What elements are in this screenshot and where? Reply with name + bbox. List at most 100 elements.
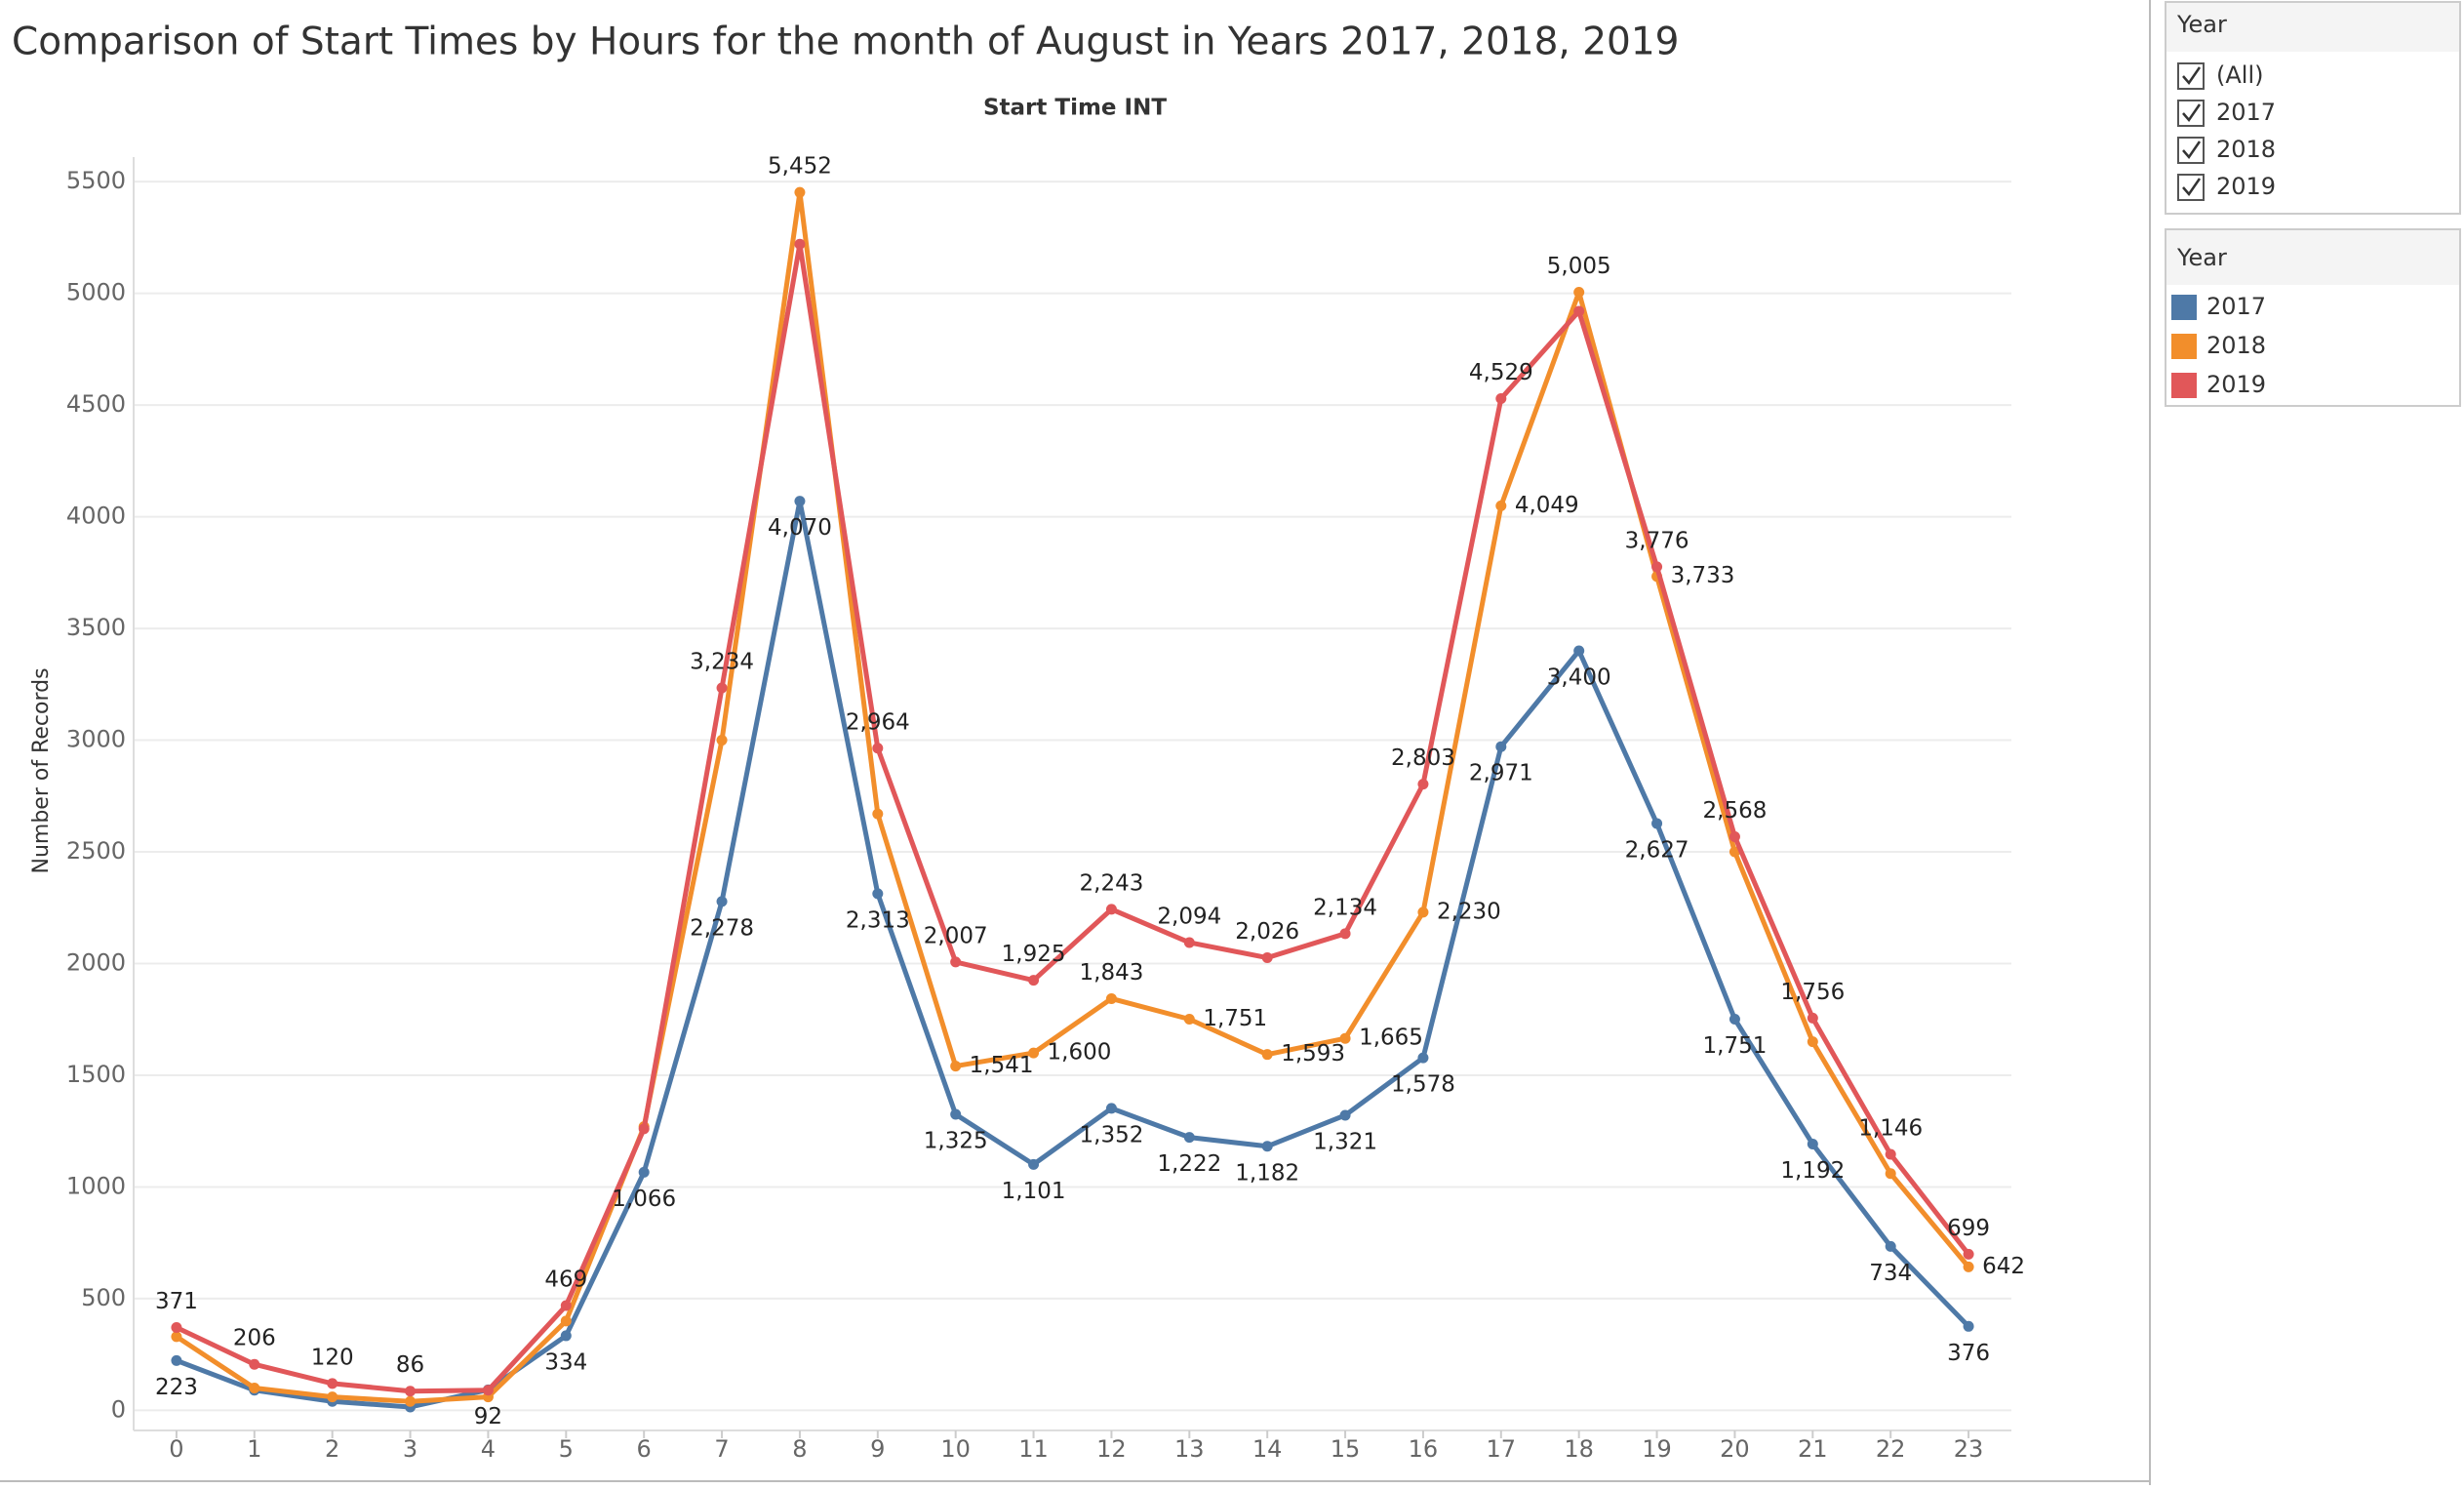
data-point [794,186,806,198]
data-label: 2,243 [1080,870,1144,896]
data-label: 1,665 [1359,1026,1423,1051]
data-point [1028,975,1040,986]
filter-item[interactable]: 2018 [2216,136,2276,163]
data-point [560,1315,572,1327]
x-tick-label: 21 [1798,1435,1828,1463]
data-point [1573,287,1585,299]
data-point [1885,1148,1896,1160]
x-tick-label: 20 [1720,1435,1750,1463]
data-label: 334 [544,1349,587,1375]
x-tick-label: 11 [1018,1435,1049,1463]
data-label: 206 [233,1326,276,1351]
data-label: 1,146 [1858,1116,1923,1142]
data-label: 86 [396,1352,424,1378]
legend-swatch [2171,295,2197,320]
x-tick-label: 9 [870,1435,885,1463]
data-label: 2,803 [1391,745,1455,771]
data-point [1339,1109,1351,1121]
x-tick-label: 18 [1564,1435,1594,1463]
y-tick-label: 500 [81,1284,126,1311]
legend-swatch [2171,334,2197,359]
data-point [1807,1012,1818,1024]
x-tick-label: 0 [169,1435,183,1463]
data-label: 469 [544,1268,587,1293]
data-point [1183,1014,1195,1026]
data-point [1729,1014,1740,1026]
data-label: 3,776 [1625,528,1689,553]
data-label: 376 [1947,1341,1990,1366]
filter-item[interactable]: (All) [2216,61,2263,89]
data-label: 4,529 [1469,360,1533,385]
legend-title: Year [2176,244,2227,271]
data-point [1183,937,1195,948]
filter-header [2166,3,2459,52]
data-label: 1,925 [1002,942,1066,967]
legend-swatch [2171,373,2197,398]
filter-checkbox[interactable] [2177,62,2205,90]
y-tick-label: 5000 [66,279,126,306]
legend-label: 2019 [2206,371,2266,398]
data-point [249,1358,260,1370]
checkmark [2182,103,2202,123]
data-point [249,1383,260,1393]
data-label: 223 [155,1375,198,1400]
data-label: 1,756 [1780,980,1845,1005]
data-point [638,1166,650,1178]
filter-item[interactable]: 2017 [2216,99,2276,126]
data-label: 92 [474,1404,502,1429]
data-point [327,1378,338,1389]
data-label: 1,066 [612,1187,676,1212]
data-point [1495,392,1507,404]
data-point [1807,1036,1818,1048]
data-point [872,808,884,820]
x-tick-label: 12 [1096,1435,1127,1463]
data-point [482,1385,494,1396]
data-label: 371 [155,1289,198,1314]
chart-title: Comparison of Start Times by Hours for t… [12,20,1679,64]
x-tick-label: 10 [940,1435,971,1463]
x-tick-label: 4 [481,1435,496,1463]
data-point [1729,846,1740,858]
y-axis-title: Number of Records [29,667,54,873]
data-label: 1,578 [1391,1072,1455,1098]
data-label: 1,541 [970,1053,1034,1078]
data-label: 642 [1982,1254,2025,1279]
data-point [1417,906,1429,918]
data-label: 1,751 [1703,1033,1768,1059]
data-point [1729,830,1740,842]
data-label: 699 [1947,1216,1990,1241]
x-tick-label: 23 [1954,1435,1984,1463]
data-label: 4,070 [768,515,832,541]
filter-checkbox[interactable] [2177,137,2205,164]
data-point [1417,779,1429,790]
filter-checkbox[interactable] [2177,100,2205,127]
data-label: 2,094 [1157,904,1221,929]
data-label: 3,400 [1547,664,1611,690]
y-tick-label: 3000 [66,726,126,753]
filter-title: Year [2176,11,2227,38]
filter-checkbox[interactable] [2177,174,2205,201]
data-point [1105,992,1117,1004]
y-tick-label: 4500 [66,390,126,418]
filter-item[interactable]: 2019 [2216,173,2276,200]
data-point [716,735,728,746]
data-point [1495,500,1507,511]
plot-area: 0 500 1000 1500 2000 2500 3000 3500 4000 4500 5000… [66,154,2025,1463]
data-point [950,1061,962,1072]
data-label: 2,313 [846,907,910,933]
x-tick-label: 6 [637,1435,652,1463]
x-tick-label: 1 [247,1435,261,1463]
data-label: 734 [1869,1261,1912,1286]
x-tick-label: 13 [1174,1435,1205,1463]
data-point [171,1354,182,1366]
data-point [1339,928,1351,940]
y-tick-label: 0 [111,1395,126,1423]
x-tick-label: 8 [792,1435,807,1463]
data-label: 2,026 [1235,919,1299,945]
data-label: 1,600 [1048,1040,1112,1066]
x-tick-label: 16 [1409,1435,1439,1463]
data-point [794,496,806,507]
checkmark [2182,178,2202,197]
data-label: 2,964 [846,709,910,735]
